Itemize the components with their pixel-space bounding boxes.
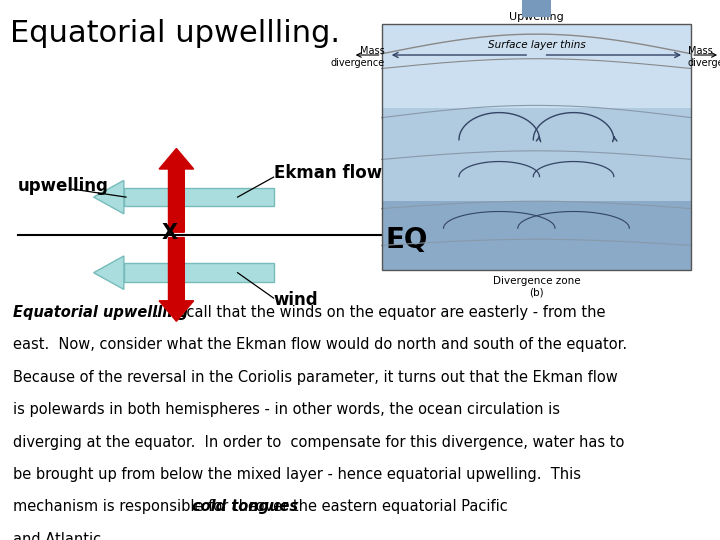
Text: mechanism is responsible for the: mechanism is responsible for the xyxy=(13,500,261,515)
Text: Upwelling: Upwelling xyxy=(509,12,564,22)
Text: Divergence zone: Divergence zone xyxy=(492,276,580,287)
Text: .  Recall that the winds on the equator are easterly - from the: . Recall that the winds on the equator a… xyxy=(154,305,606,320)
Text: and Atlantic.: and Atlantic. xyxy=(13,532,106,540)
Text: upwelling: upwelling xyxy=(18,177,109,195)
Text: east.  Now, consider what the Ekman flow would do north and south of the equator: east. Now, consider what the Ekman flow … xyxy=(13,338,627,353)
Text: Mass
divergence: Mass divergence xyxy=(688,46,720,68)
Polygon shape xyxy=(94,180,124,214)
Text: Equatorial upwellling: Equatorial upwellling xyxy=(13,305,188,320)
Text: cold tongues: cold tongues xyxy=(192,500,297,515)
Text: Mass
divergence: Mass divergence xyxy=(331,46,385,68)
Bar xyxy=(382,24,691,270)
Polygon shape xyxy=(94,256,124,289)
Bar xyxy=(382,24,691,108)
Text: be brought up from below the mixed layer - hence equatorial upwelling.  This: be brought up from below the mixed layer… xyxy=(13,467,581,482)
Text: Surface layer thins: Surface layer thins xyxy=(487,40,585,51)
Text: over the eastern equatorial Pacific: over the eastern equatorial Pacific xyxy=(251,500,508,515)
Text: diverging at the equator.  In order to  compensate for this divergence, water ha: diverging at the equator. In order to co… xyxy=(13,435,624,450)
Bar xyxy=(382,108,691,201)
Text: wind: wind xyxy=(274,291,318,309)
Bar xyxy=(382,201,691,270)
FancyArrow shape xyxy=(159,238,194,321)
Text: is polewards in both hemispheres - in other words, the ocean circulation is: is polewards in both hemispheres - in ot… xyxy=(13,402,560,417)
Text: Equatorial upwellling.: Equatorial upwellling. xyxy=(10,19,340,48)
Polygon shape xyxy=(124,264,274,282)
Bar xyxy=(522,0,551,17)
Text: Ekman flow: Ekman flow xyxy=(274,164,382,182)
FancyArrow shape xyxy=(159,148,194,232)
Text: (b): (b) xyxy=(529,287,544,298)
Text: EQ: EQ xyxy=(385,226,428,254)
Text: X: X xyxy=(161,223,177,244)
Text: Because of the reversal in the Coriolis parameter, it turns out that the Ekman f: Because of the reversal in the Coriolis … xyxy=(13,370,618,385)
Polygon shape xyxy=(124,188,274,206)
